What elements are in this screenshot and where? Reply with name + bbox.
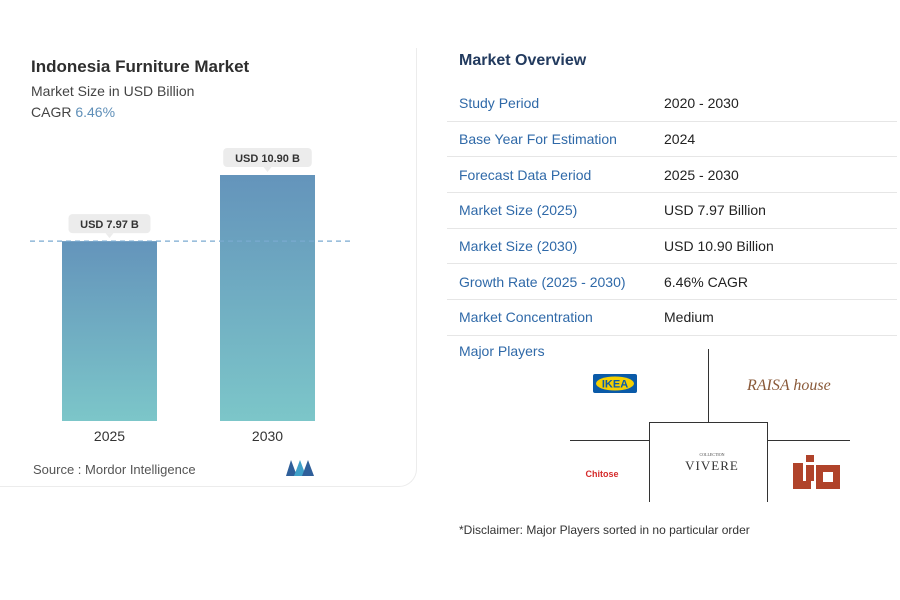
data-label-pointer <box>263 167 272 172</box>
grid-divider <box>708 349 709 422</box>
overview-row: Market Concentration Medium <box>447 300 897 336</box>
row-value: USD 10.90 Billion <box>664 238 774 255</box>
chart-cagr: CAGR 6.46% <box>31 104 115 120</box>
row-label: Market Size (2030) <box>459 238 578 255</box>
data-label-box <box>68 214 151 234</box>
chart-source: Source : Mordor Intelligence <box>33 462 196 477</box>
data-label-pointer <box>105 233 114 239</box>
overview-row: Forecast Data Period 2025 - 2030 <box>447 157 897 194</box>
raisa-house-logo: RAISA house <box>747 377 831 394</box>
cagr-label: CAGR <box>31 104 72 120</box>
chart-title: Indonesia Furniture Market <box>31 57 250 76</box>
x-tick-label: 2025 <box>94 428 125 444</box>
overview-row: Market Size (2030) USD 10.90 Billion <box>447 229 897 265</box>
disclaimer: *Disclaimer: Major Players sorted in no … <box>459 523 750 537</box>
mordor-logo-icon <box>286 460 314 476</box>
overview-row: Base Year For Estimation 2024 <box>447 122 897 158</box>
row-label: Market Concentration <box>459 309 593 326</box>
row-value: 6.46% CAGR <box>664 273 749 290</box>
cagr-value: 6.46% <box>75 104 116 120</box>
grid-divider <box>649 422 650 502</box>
overview-row: Study Period 2020 - 2030 <box>447 86 897 122</box>
row-label: Growth Rate (2025 - 2030) <box>459 273 626 290</box>
row-value: USD 7.97 Billion <box>664 202 766 219</box>
overview-row: Market Size (2025) USD 7.97 Billion <box>447 193 897 229</box>
overview-table: Study Period 2020 - 2030 Base Year For E… <box>447 86 897 336</box>
row-label: Forecast Data Period <box>459 166 592 183</box>
row-label: Market Size (2025) <box>459 202 578 219</box>
grid-divider <box>767 440 850 441</box>
grid-divider <box>649 422 768 423</box>
grid-divider <box>570 440 650 441</box>
chart-subtitle: Market Size in USD Billion <box>31 83 195 99</box>
ikea-logo-text: IKEA <box>602 379 628 391</box>
row-value: 2025 - 2030 <box>664 166 739 183</box>
ikea-logo: IKEA <box>593 374 637 393</box>
data-label-box <box>223 148 312 167</box>
data-label: USD 10.90 B <box>235 153 300 165</box>
bar-2025 <box>62 241 157 421</box>
data-label: USD 7.97 B <box>80 219 139 231</box>
bar-2030 <box>220 175 315 421</box>
overview-title: Market Overview <box>459 52 587 69</box>
row-value: Medium <box>664 309 714 326</box>
major-players-title: Major Players <box>459 343 545 359</box>
lio-logo <box>793 455 840 489</box>
row-label: Base Year For Estimation <box>459 131 617 148</box>
row-value: 2024 <box>664 131 696 148</box>
grid-divider <box>767 422 768 502</box>
overview-row: Growth Rate (2025 - 2030) 6.46% CAGR <box>447 264 897 301</box>
raisa-logo-text: RAISA house <box>747 377 831 394</box>
vivere-logo: COLLECTION VIVERE <box>685 452 739 473</box>
x-tick-label: 2030 <box>252 428 283 444</box>
chitose-logo-text: Chitose <box>585 469 618 479</box>
chitose-logo: Chitose <box>585 469 618 479</box>
row-value: 2020 - 2030 <box>664 95 739 112</box>
vivere-logo-text: VIVERE <box>685 458 739 473</box>
vivere-collection-text: COLLECTION <box>699 452 724 457</box>
chart-plot: USD 7.97 B 2025 USD 10.90 B 2030 <box>30 148 350 444</box>
row-label: Study Period <box>459 95 540 112</box>
